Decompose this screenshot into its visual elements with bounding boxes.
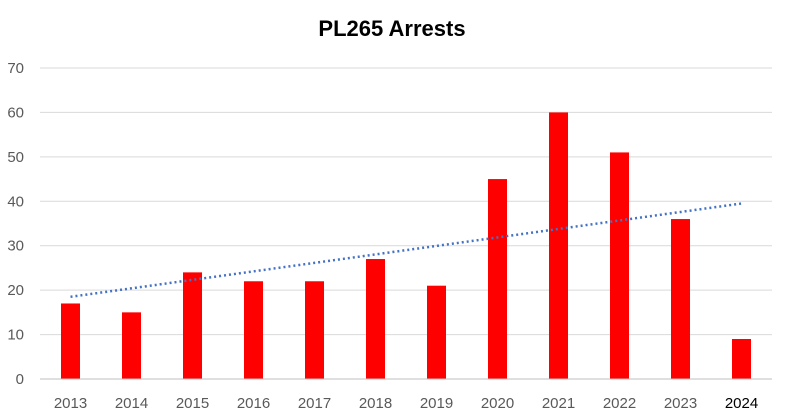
x-tick-label: 2014 — [115, 395, 148, 412]
x-tick-label: 2015 — [176, 395, 209, 412]
x-tick-label: 2016 — [237, 395, 270, 412]
x-tick-label: 2023 — [664, 395, 697, 412]
x-tick-label: 2024 — [725, 395, 758, 412]
bar-2024 — [732, 339, 751, 379]
chart-title: PL265 Arrests — [318, 16, 465, 41]
y-tick-label: 0 — [16, 371, 24, 388]
bar-2014 — [122, 312, 141, 379]
y-tick-label: 60 — [7, 104, 24, 121]
x-tick-labels: 2013 2014 2015 2016 2017 2018 2019 2020 2021 2022… — [54, 395, 758, 412]
y-tick-label: 30 — [7, 238, 24, 255]
y-tick-label: 20 — [7, 282, 24, 299]
trendline — [70, 202, 742, 299]
x-tick-label: 2019 — [420, 395, 453, 412]
x-tick-label: 2020 — [481, 395, 514, 412]
x-tick-label: 2017 — [298, 395, 331, 412]
y-tick-label: 40 — [7, 193, 24, 210]
bar-2018 — [366, 259, 385, 379]
bar-2023 — [671, 219, 690, 379]
bar-2016 — [244, 281, 263, 379]
y-tick-label: 10 — [7, 327, 24, 344]
bar-2021 — [549, 112, 568, 379]
x-tick-label: 2018 — [359, 395, 392, 412]
bar-2022 — [610, 152, 629, 379]
bar-2013 — [61, 303, 80, 379]
y-tick-label: 70 — [7, 60, 24, 77]
x-tick-label: 2013 — [54, 395, 87, 412]
y-tick-label: 50 — [7, 149, 24, 166]
bar-2019 — [427, 285, 446, 379]
bar-2015 — [183, 272, 202, 379]
x-tick-label: 2022 — [603, 395, 636, 412]
y-tick-labels: 0 10 20 30 40 50 60 70 — [7, 60, 24, 388]
bar-2020 — [488, 179, 507, 379]
gridlines — [40, 67, 772, 336]
bars — [61, 112, 751, 379]
bar-2017 — [305, 281, 324, 379]
x-tick-label: 2021 — [542, 395, 575, 412]
